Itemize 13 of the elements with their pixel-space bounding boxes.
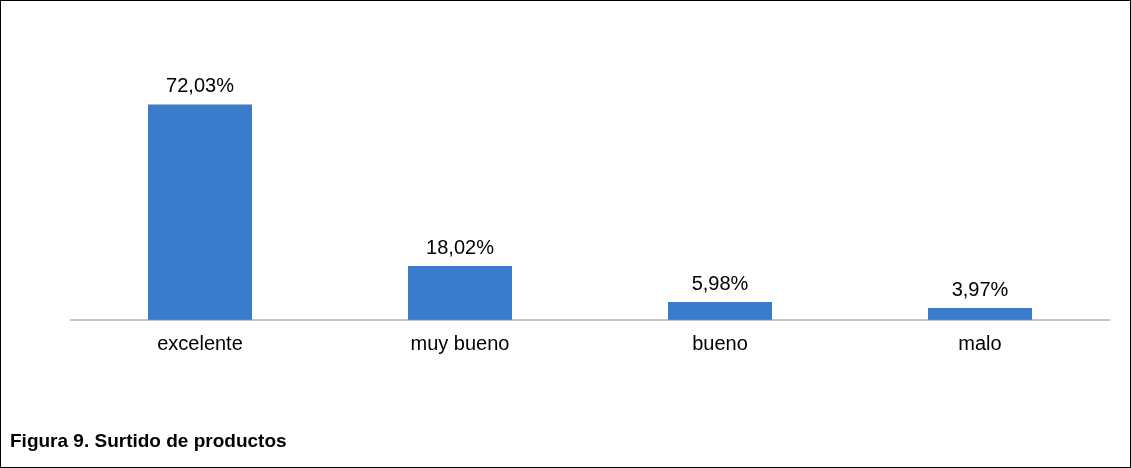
data-label: 18,02% [426, 236, 495, 259]
x-tick-label: bueno [692, 332, 748, 355]
bar [148, 104, 252, 320]
data-label: 5,98% [691, 272, 749, 295]
text: Figura 9. Surtido de productos [10, 430, 287, 452]
x-tick-label: muy bueno [410, 332, 510, 355]
data-label: 72,03% [166, 74, 235, 97]
x-tick-label: malo [958, 332, 1002, 355]
x-tick-label: excelente [157, 332, 243, 355]
bar [668, 302, 772, 320]
bar [408, 266, 512, 320]
bar [928, 308, 1032, 320]
data-label: 3,97% [951, 278, 1009, 301]
